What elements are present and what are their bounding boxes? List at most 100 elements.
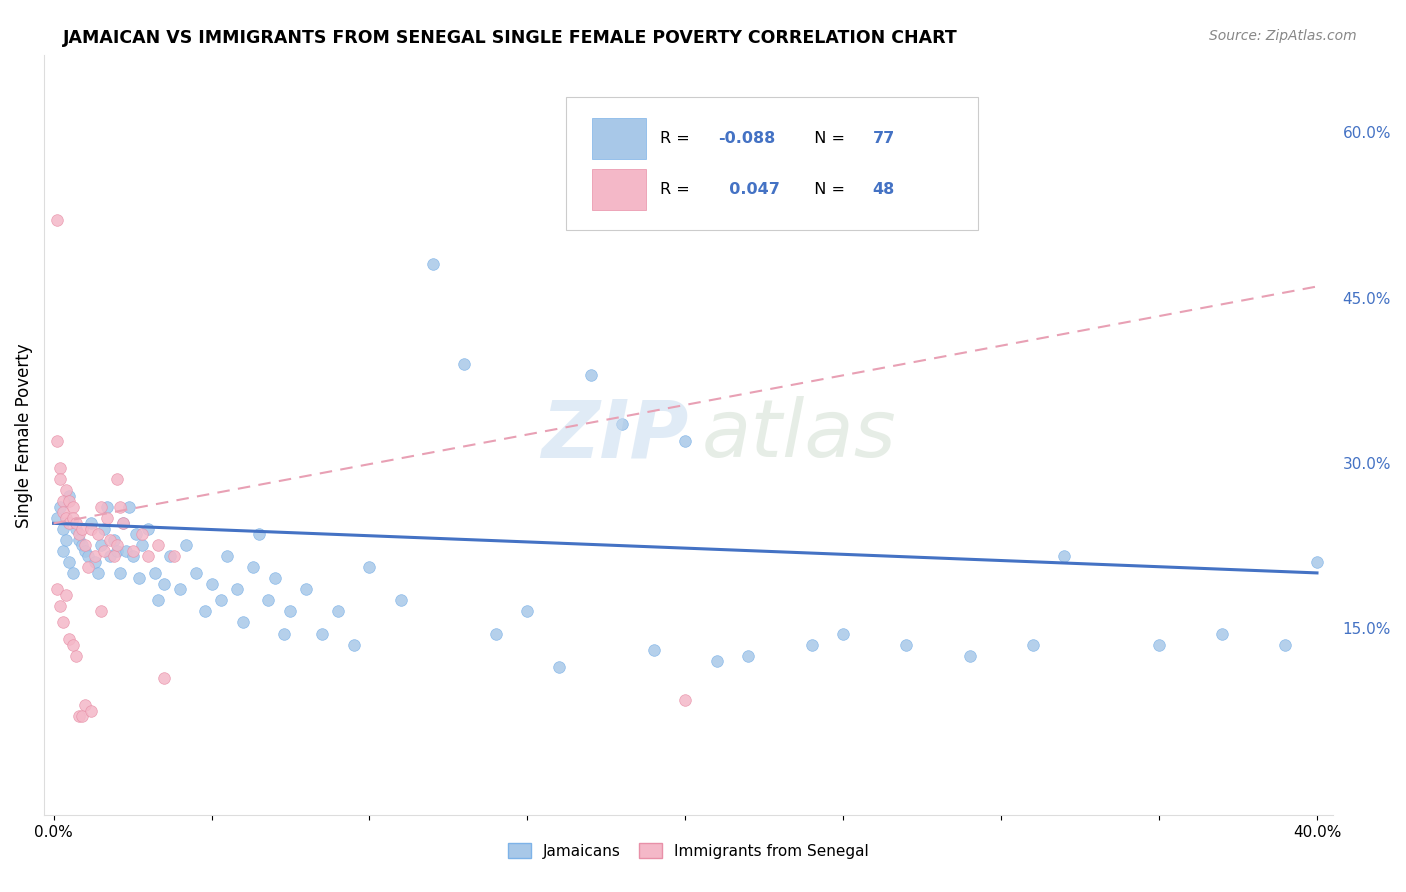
Point — [389, 593, 412, 607]
Point — [65, 648, 87, 663]
Point — [159, 549, 181, 564]
Point — [96, 511, 118, 525]
Point — [1053, 549, 1076, 564]
Point — [55, 588, 77, 602]
Point — [100, 549, 122, 564]
Point — [87, 566, 110, 580]
Point — [83, 555, 105, 569]
Point — [90, 500, 112, 514]
Point — [80, 516, 103, 531]
Point — [115, 544, 138, 558]
Point — [105, 472, 128, 486]
Point — [169, 582, 191, 597]
Point — [52, 615, 75, 630]
Point — [70, 709, 93, 723]
Point — [737, 648, 759, 663]
Point — [896, 638, 918, 652]
Point — [49, 599, 72, 613]
Point — [194, 605, 217, 619]
Point — [58, 632, 80, 646]
Point — [108, 500, 131, 514]
Point — [143, 566, 166, 580]
Point — [295, 582, 318, 597]
Text: N =: N = — [804, 131, 851, 146]
Point — [232, 615, 254, 630]
Point — [579, 368, 602, 382]
Point — [112, 516, 135, 531]
Point — [80, 522, 103, 536]
Point — [125, 527, 148, 541]
Point — [75, 698, 97, 712]
Point — [242, 560, 264, 574]
Point — [49, 500, 72, 514]
Point — [52, 505, 75, 519]
Point — [77, 560, 100, 574]
Point — [610, 417, 633, 432]
Point — [67, 533, 90, 547]
Point — [58, 494, 80, 508]
Point — [200, 577, 222, 591]
Point — [100, 533, 122, 547]
Point — [121, 544, 143, 558]
Point — [247, 527, 270, 541]
Point — [118, 500, 141, 514]
Text: R =: R = — [659, 131, 695, 146]
Point — [67, 709, 90, 723]
Point — [62, 566, 84, 580]
Point — [105, 538, 128, 552]
Point — [280, 605, 302, 619]
Text: 48: 48 — [873, 182, 896, 197]
FancyBboxPatch shape — [592, 119, 645, 160]
Point — [673, 434, 696, 448]
Point — [800, 638, 823, 652]
Point — [273, 626, 295, 640]
Point — [257, 593, 280, 607]
Point — [105, 544, 128, 558]
Point — [162, 549, 184, 564]
Point — [87, 527, 110, 541]
Point — [80, 704, 103, 718]
Text: -0.088: -0.088 — [718, 131, 775, 146]
Point — [1022, 638, 1045, 652]
Point — [45, 511, 67, 525]
Point — [311, 626, 333, 640]
Point — [83, 549, 105, 564]
Point — [359, 560, 381, 574]
Point — [45, 213, 67, 227]
Point — [62, 500, 84, 514]
Point — [343, 638, 366, 652]
Text: N =: N = — [804, 182, 851, 197]
Point — [49, 472, 72, 486]
Point — [1306, 555, 1329, 569]
Point — [121, 549, 143, 564]
Text: JAMAICAN VS IMMIGRANTS FROM SENEGAL SINGLE FEMALE POVERTY CORRELATION CHART: JAMAICAN VS IMMIGRANTS FROM SENEGAL SING… — [63, 29, 957, 46]
Point — [90, 605, 112, 619]
Point — [138, 549, 160, 564]
Point — [643, 643, 665, 657]
Text: 77: 77 — [873, 131, 896, 146]
Point — [93, 522, 115, 536]
Point — [1147, 638, 1170, 652]
Point — [65, 516, 87, 531]
Point — [326, 605, 349, 619]
Point — [45, 582, 67, 597]
Text: 0.047: 0.047 — [718, 182, 780, 197]
Point — [128, 571, 150, 585]
Point — [49, 461, 72, 475]
Text: atlas: atlas — [702, 396, 896, 475]
Point — [55, 511, 77, 525]
Text: Source: ZipAtlas.com: Source: ZipAtlas.com — [1209, 29, 1357, 43]
Point — [146, 538, 169, 552]
Y-axis label: Single Female Poverty: Single Female Poverty — [15, 343, 32, 527]
Point — [77, 549, 100, 564]
Point — [832, 626, 855, 640]
Point — [75, 544, 97, 558]
Point — [103, 549, 125, 564]
Point — [548, 659, 571, 673]
Point — [153, 671, 176, 685]
Legend: Jamaicans, Immigrants from Senegal: Jamaicans, Immigrants from Senegal — [502, 837, 875, 864]
Point — [225, 582, 247, 597]
Point — [453, 357, 475, 371]
Point — [217, 549, 239, 564]
Point — [70, 522, 93, 536]
